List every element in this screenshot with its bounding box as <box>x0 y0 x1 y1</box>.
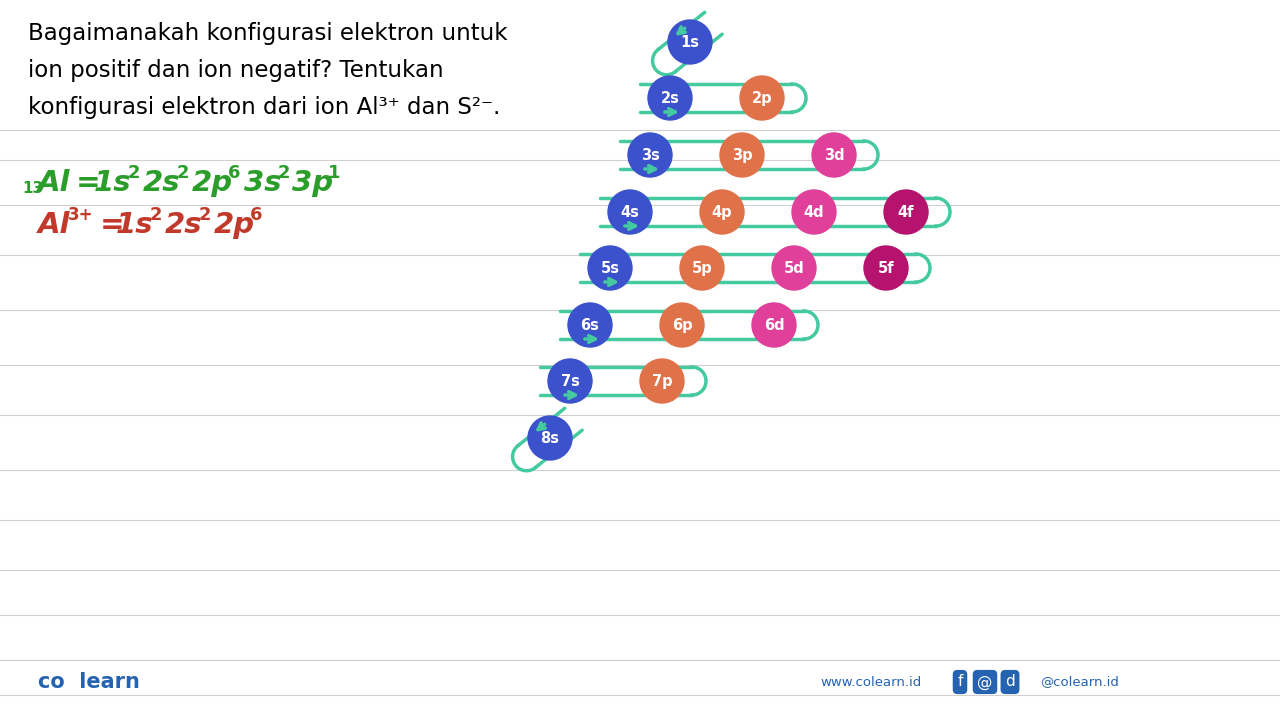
Text: 1s: 1s <box>681 35 699 50</box>
Circle shape <box>588 246 632 290</box>
Text: @: @ <box>978 675 993 690</box>
Text: 3s: 3s <box>640 148 659 163</box>
Text: 4p: 4p <box>712 204 732 220</box>
Circle shape <box>568 303 612 347</box>
Circle shape <box>719 133 764 177</box>
Text: 2s: 2s <box>660 91 680 106</box>
Text: 2p: 2p <box>751 91 772 106</box>
Text: 7p: 7p <box>652 374 672 389</box>
Text: 2s: 2s <box>143 169 180 197</box>
Text: 8s: 8s <box>540 431 559 446</box>
Text: 6p: 6p <box>672 318 692 333</box>
Text: 1: 1 <box>328 164 340 182</box>
Text: f: f <box>957 675 963 690</box>
Circle shape <box>864 246 908 290</box>
Text: 1s: 1s <box>93 169 132 197</box>
Text: 6s: 6s <box>581 318 599 333</box>
Text: 3+: 3+ <box>68 206 93 224</box>
Text: =: = <box>90 211 124 239</box>
Circle shape <box>548 359 591 403</box>
Text: d: d <box>1005 675 1015 690</box>
Text: Bagaimanakah konfigurasi elektron untuk: Bagaimanakah konfigurasi elektron untuk <box>28 22 508 45</box>
Text: 5p: 5p <box>691 261 713 276</box>
Text: 3s: 3s <box>244 169 282 197</box>
Text: Al: Al <box>38 211 70 239</box>
Text: 4s: 4s <box>621 204 640 220</box>
Circle shape <box>608 190 652 234</box>
Text: 4f: 4f <box>897 204 914 220</box>
Text: 6: 6 <box>228 164 241 182</box>
Text: ion positif dan ion negatif? Tentukan: ion positif dan ion negatif? Tentukan <box>28 59 444 82</box>
Text: 2s: 2s <box>165 211 202 239</box>
Circle shape <box>753 303 796 347</box>
Circle shape <box>740 76 783 120</box>
Circle shape <box>772 246 817 290</box>
Text: www.colearn.id: www.colearn.id <box>820 675 922 688</box>
Circle shape <box>884 190 928 234</box>
Text: @colearn.id: @colearn.id <box>1039 675 1119 688</box>
Text: 7s: 7s <box>561 374 580 389</box>
Text: 3p: 3p <box>732 148 753 163</box>
Text: 2: 2 <box>150 206 163 224</box>
Circle shape <box>640 359 684 403</box>
Text: Al: Al <box>38 169 70 197</box>
Text: 4d: 4d <box>804 204 824 220</box>
Text: 2p: 2p <box>214 211 255 239</box>
Text: 5f: 5f <box>878 261 895 276</box>
Text: 5s: 5s <box>600 261 620 276</box>
Circle shape <box>668 20 712 64</box>
Text: 2: 2 <box>177 164 189 182</box>
Text: konfigurasi elektron dari ion Al³⁺ dan S²⁻.: konfigurasi elektron dari ion Al³⁺ dan S… <box>28 96 500 119</box>
Text: 2: 2 <box>128 164 141 182</box>
Text: 3d: 3d <box>824 148 845 163</box>
Circle shape <box>660 303 704 347</box>
Text: 5d: 5d <box>783 261 804 276</box>
Text: 6d: 6d <box>764 318 785 333</box>
Text: 2: 2 <box>278 164 291 182</box>
Text: 13: 13 <box>22 181 44 196</box>
Text: =: = <box>67 169 101 197</box>
Text: 6: 6 <box>250 206 262 224</box>
Text: co  learn: co learn <box>38 672 140 692</box>
Circle shape <box>792 190 836 234</box>
Circle shape <box>700 190 744 234</box>
Circle shape <box>812 133 856 177</box>
Text: 1s: 1s <box>116 211 154 239</box>
Text: 2: 2 <box>198 206 211 224</box>
Circle shape <box>529 416 572 460</box>
Circle shape <box>628 133 672 177</box>
Text: 3p: 3p <box>292 169 333 197</box>
Circle shape <box>680 246 724 290</box>
Circle shape <box>648 76 692 120</box>
Text: 2p: 2p <box>192 169 233 197</box>
